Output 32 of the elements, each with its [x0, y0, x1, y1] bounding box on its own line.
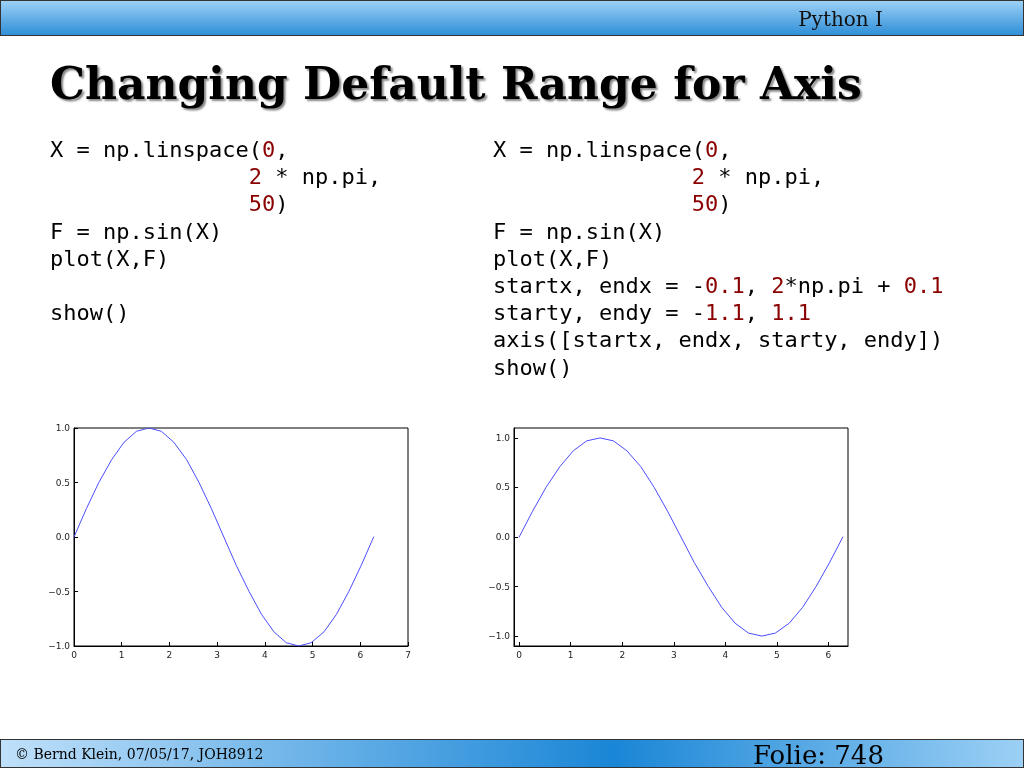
x-tick-label: 0	[516, 649, 523, 660]
y-tick-label: −1.0	[48, 641, 71, 651]
x-tick-label: 6	[357, 649, 364, 660]
text: © Bernd Klein, 07/05/17, JOH8912	[15, 746, 264, 762]
x-tick-label: 3	[214, 649, 221, 660]
y-tick-label: −0.5	[48, 586, 70, 597]
y-tick-label: 0.5	[495, 482, 510, 493]
y-tick-label: 0.5	[55, 477, 70, 488]
x-tick-label: 4	[722, 649, 729, 660]
x-tick-label: 3	[670, 649, 677, 660]
x-tick-label: 7	[405, 649, 411, 660]
x-tick-label: 2	[619, 649, 626, 660]
y-tick-label: 0.0	[55, 532, 71, 542]
y-tick-label: −1.0	[488, 631, 511, 642]
x-tick-label: 0	[71, 649, 78, 660]
x-tick-label: 1	[118, 649, 125, 660]
x-tick-label: 2	[166, 649, 173, 660]
x-tick-label: 5	[774, 649, 780, 660]
text: X = np.linspace(0, 2 * np.pi, 50) F = np.sin(X) plot(X,F) startx, endx = -0.1, 2*np.pi + 0.1 starty, endy = -1.1, 1.1 axis([startx, endx, starty, endy]) show()	[493, 137, 944, 380]
text: Python I	[798, 7, 883, 31]
text: X = np.linspace(0, 2 * np.pi, 50) F = np.sin(X) plot(X,F) show()	[50, 137, 382, 326]
x-tick-label: 1	[567, 649, 574, 660]
chart-title: Changing Default Range for Axis	[50, 58, 862, 109]
y-tick-label: 0.0	[495, 532, 511, 542]
line-series	[518, 437, 844, 637]
text: Folie: 748	[753, 740, 884, 768]
x-tick-label: 6	[825, 649, 832, 660]
x-tick-label: 5	[309, 649, 316, 660]
y-tick-label: −0.5	[488, 581, 510, 592]
y-tick-label: 1.0	[495, 432, 511, 443]
y-tick-label: 1.0	[55, 423, 71, 433]
x-tick-label: 4	[261, 649, 268, 660]
